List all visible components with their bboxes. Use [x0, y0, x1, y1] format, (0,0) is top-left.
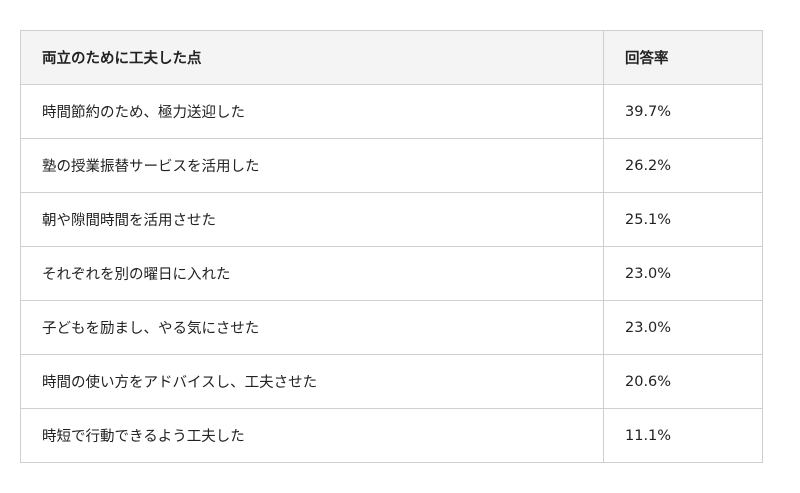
header-rate: 回答率 — [603, 30, 763, 85]
table-row: 塾の授業振替サービスを活用した 26.2% — [20, 138, 763, 193]
table-row: 時間の使い方をアドバイスし、工夫させた 20.6% — [20, 354, 763, 409]
table-row: 朝や隙間時間を活用させた 25.1% — [20, 192, 763, 247]
row-rate: 39.7% — [603, 84, 763, 139]
row-rate: 20.6% — [603, 354, 763, 409]
table-row: 時間節約のため、極力送迎した 39.7% — [20, 84, 763, 139]
row-rate: 25.1% — [603, 192, 763, 247]
row-measure: 朝や隙間時間を活用させた — [20, 192, 604, 247]
row-rate: 11.1% — [603, 408, 763, 463]
row-measure: 子どもを励まし、やる気にさせた — [20, 300, 604, 355]
table-row: 子どもを励まし、やる気にさせた 23.0% — [20, 300, 763, 355]
row-measure: 時間節約のため、極力送迎した — [20, 84, 604, 139]
row-measure: 塾の授業振替サービスを活用した — [20, 138, 604, 193]
table-row: 時短で行動できるよう工夫した 11.1% — [20, 408, 763, 463]
row-rate: 23.0% — [603, 300, 763, 355]
header-measure: 両立のために工夫した点 — [20, 30, 604, 85]
table-header-row: 両立のために工夫した点 回答率 — [20, 30, 763, 85]
row-measure: 時間の使い方をアドバイスし、工夫させた — [20, 354, 604, 409]
table-row: それぞれを別の曜日に入れた 23.0% — [20, 246, 763, 301]
survey-table: 両立のために工夫した点 回答率 時間節約のため、極力送迎した 39.7% 塾の授業振… — [20, 30, 763, 463]
row-rate: 23.0% — [603, 246, 763, 301]
row-measure: 時短で行動できるよう工夫した — [20, 408, 604, 463]
row-measure: それぞれを別の曜日に入れた — [20, 246, 604, 301]
row-rate: 26.2% — [603, 138, 763, 193]
